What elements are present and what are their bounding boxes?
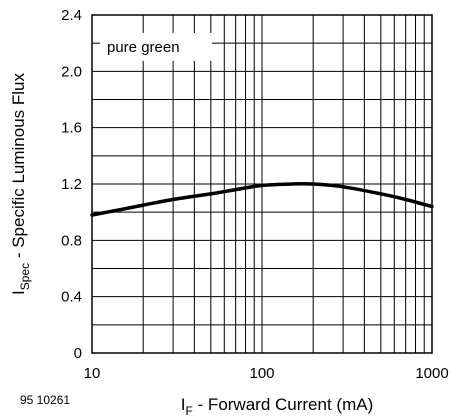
series-line-pure-green <box>90 181 434 217</box>
x-tick-label: 10 <box>84 365 101 382</box>
x-tick-labels: 10 100 1000 <box>84 365 449 382</box>
y-tick-label: 0.4 <box>61 289 82 306</box>
x-tick-label: 1000 <box>415 365 448 382</box>
y-tick-label: 2.0 <box>61 63 82 80</box>
legend-box <box>100 33 212 61</box>
x-axis-label-sub: F <box>185 404 192 418</box>
y-tick-label: 1.6 <box>61 120 82 137</box>
y-tick-label: 2.4 <box>61 7 82 24</box>
plot-frame <box>91 14 433 354</box>
legend-entry: pure green <box>107 39 180 56</box>
y-axis-label-sub: Spec <box>18 263 32 290</box>
grid-lines <box>91 14 433 354</box>
x-axis-label-rest: - Forward Current (mA) <box>193 395 373 414</box>
y-tick-label: 0.8 <box>61 232 82 249</box>
x-axis-label: IF - Forward Current (mA) <box>181 395 374 418</box>
y-tick-label: 1.2 <box>61 176 82 193</box>
figure-number: 95 10261 <box>20 393 70 407</box>
y-axis-label-rest: - Specific Luminous Flux <box>9 73 28 263</box>
y-axis-label-main: I <box>9 290 28 295</box>
x-axis-label-main: I <box>181 395 186 414</box>
y-tick-label: 0 <box>74 345 82 362</box>
x-tick-label: 100 <box>249 365 274 382</box>
y-axis-label: ISpec - Specific Luminous Flux <box>9 73 32 295</box>
y-tick-labels: 0 0.4 0.8 1.2 1.6 2.0 2.4 <box>61 7 82 362</box>
